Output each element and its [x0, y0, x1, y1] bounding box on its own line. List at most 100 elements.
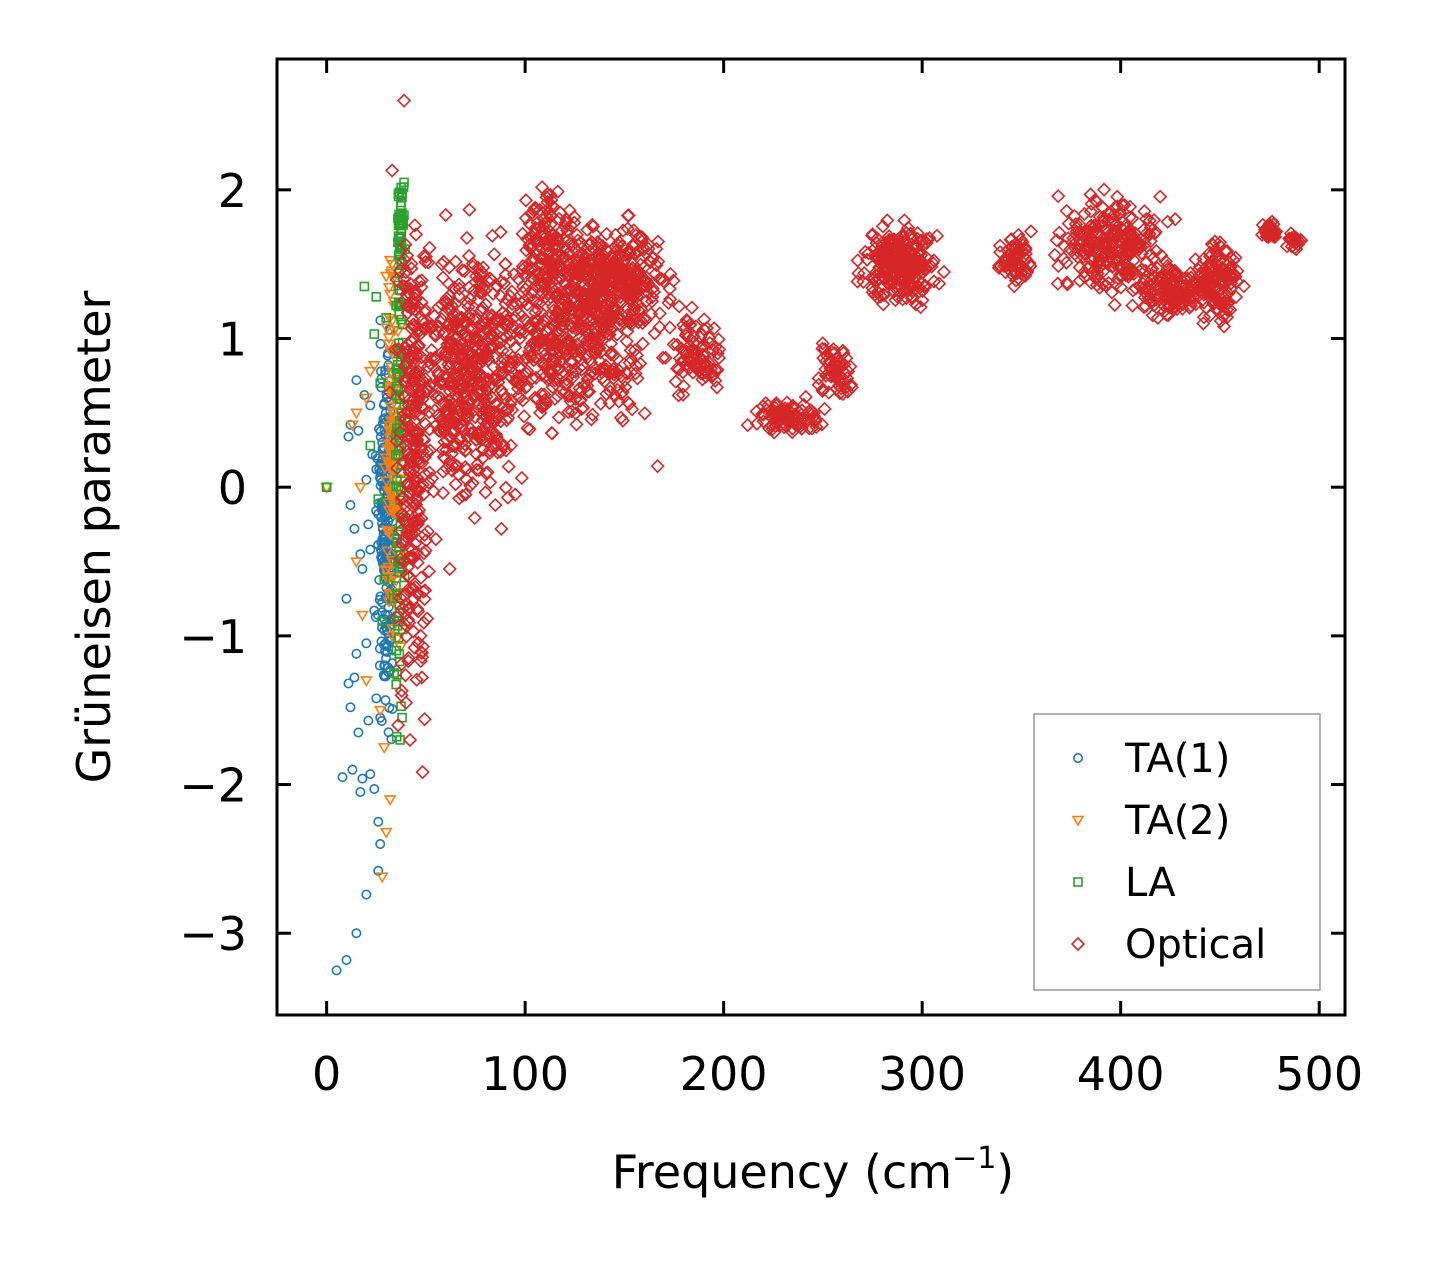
optical-point: [1102, 206, 1118, 221]
optical-point: [925, 255, 940, 270]
optical-point: [470, 260, 486, 275]
optical-point: [568, 364, 583, 379]
ta-1--point: [375, 338, 386, 349]
optical-point: [479, 320, 495, 336]
optical-point: [788, 418, 804, 433]
optical-point: [710, 346, 725, 361]
optical-point: [711, 350, 727, 366]
optical-point: [523, 231, 539, 246]
optical-point: [1154, 248, 1169, 263]
optical-point: [895, 255, 911, 271]
optical-point: [823, 361, 838, 377]
optical-point: [1154, 269, 1169, 285]
optical-point: [1068, 216, 1084, 232]
optical-point: [400, 582, 416, 598]
la-point: [392, 475, 402, 485]
optical-point: [698, 369, 713, 384]
optical-point: [605, 257, 620, 272]
legend: TA(1) TA(2) LA Optical: [1033, 713, 1321, 991]
optical-point: [1143, 262, 1159, 277]
optical-point: [1131, 235, 1147, 250]
y-tick-label: −2: [179, 759, 247, 813]
optical-point: [465, 256, 480, 271]
ta-1--point: [379, 660, 390, 671]
ta-2--point: [381, 546, 394, 558]
ta-1--point: [376, 544, 387, 555]
optical-point: [414, 279, 429, 295]
optical-point: [406, 591, 422, 606]
optical-point: [429, 390, 444, 405]
optical-point: [570, 349, 586, 364]
optical-point: [564, 354, 580, 369]
optical-point: [511, 360, 527, 375]
ta-2--point: [367, 360, 381, 372]
optical-point: [1077, 206, 1092, 222]
optical-point: [581, 270, 596, 285]
optical-point: [892, 260, 907, 275]
optical-point: [929, 228, 945, 243]
optical-point: [1204, 236, 1220, 252]
optical-point: [560, 290, 575, 305]
optical-point: [926, 274, 942, 289]
optical-point: [993, 245, 1008, 260]
legend-label: LA: [1125, 860, 1176, 906]
optical-point: [411, 512, 427, 527]
ta-1--point: [353, 425, 364, 436]
optical-point: [645, 251, 660, 266]
optical-point: [426, 484, 441, 499]
optical-point: [1080, 243, 1096, 259]
optical-point: [619, 280, 635, 295]
optical-point: [551, 305, 566, 320]
ta-1--point: [375, 480, 386, 491]
optical-point: [505, 317, 520, 333]
optical-point: [398, 599, 414, 614]
legend-marker: [1073, 752, 1084, 763]
ta-2--point: [381, 486, 395, 498]
optical-point: [1089, 277, 1105, 293]
optical-point: [1160, 214, 1175, 229]
optical-point: [565, 279, 581, 294]
optical-point: [407, 218, 422, 233]
optical-point: [851, 266, 866, 281]
optical-point: [931, 276, 947, 291]
optical-point: [503, 354, 519, 370]
optical-point: [658, 350, 673, 365]
optical-point: [600, 279, 615, 294]
optical-point: [906, 283, 921, 298]
la-point: [371, 292, 382, 302]
la-point: [394, 445, 405, 456]
optical-point: [497, 276, 512, 291]
optical-point: [1138, 263, 1153, 278]
optical-point: [408, 439, 424, 454]
optical-point: [445, 341, 460, 356]
optical-point: [871, 272, 886, 287]
optical-point: [530, 391, 545, 406]
optical-point: [563, 362, 578, 378]
optical-point: [639, 278, 654, 294]
optical-point: [452, 281, 467, 296]
optical-point: [399, 287, 414, 302]
optical-point: [504, 284, 519, 299]
ta-2--point: [359, 676, 373, 688]
optical-point: [628, 268, 644, 283]
optical-point: [451, 397, 466, 412]
optical-point: [1263, 228, 1278, 243]
ta-1--point: [365, 544, 376, 555]
optical-point: [504, 402, 520, 418]
optical-point: [404, 582, 419, 597]
optical-point: [545, 380, 560, 395]
optical-point: [465, 354, 480, 369]
la-point: [321, 482, 332, 492]
optical-point: [474, 285, 489, 300]
optical-point: [415, 765, 430, 780]
optical-point: [785, 421, 800, 436]
optical-point: [1111, 271, 1126, 286]
optical-point: [808, 414, 823, 429]
ta-1--point: [351, 648, 362, 659]
optical-point: [1164, 289, 1180, 304]
optical-point: [411, 424, 426, 440]
optical-point: [1074, 226, 1090, 241]
optical-point: [531, 267, 546, 283]
la-point: [394, 600, 405, 611]
